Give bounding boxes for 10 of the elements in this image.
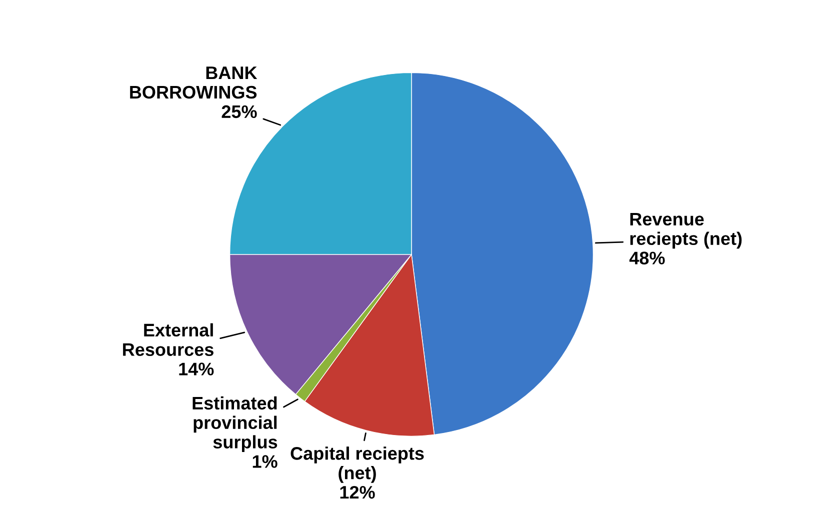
slice-label: Estimated provincial surplus — [192, 396, 278, 452]
slice-label: Capital reciepts (net) — [290, 446, 424, 483]
data-label: 48% — [629, 252, 665, 264]
data-label: 1% — [252, 455, 278, 468]
data-label: 12% — [340, 486, 375, 499]
slice-label: External Resources — [123, 323, 214, 356]
data-label: 14% — [179, 362, 214, 376]
slice-label: BANK BORROWINGS — [130, 66, 258, 99]
slice-label: Revenue reciepts (net) — [630, 212, 742, 249]
data-label: 25% — [222, 105, 257, 118]
